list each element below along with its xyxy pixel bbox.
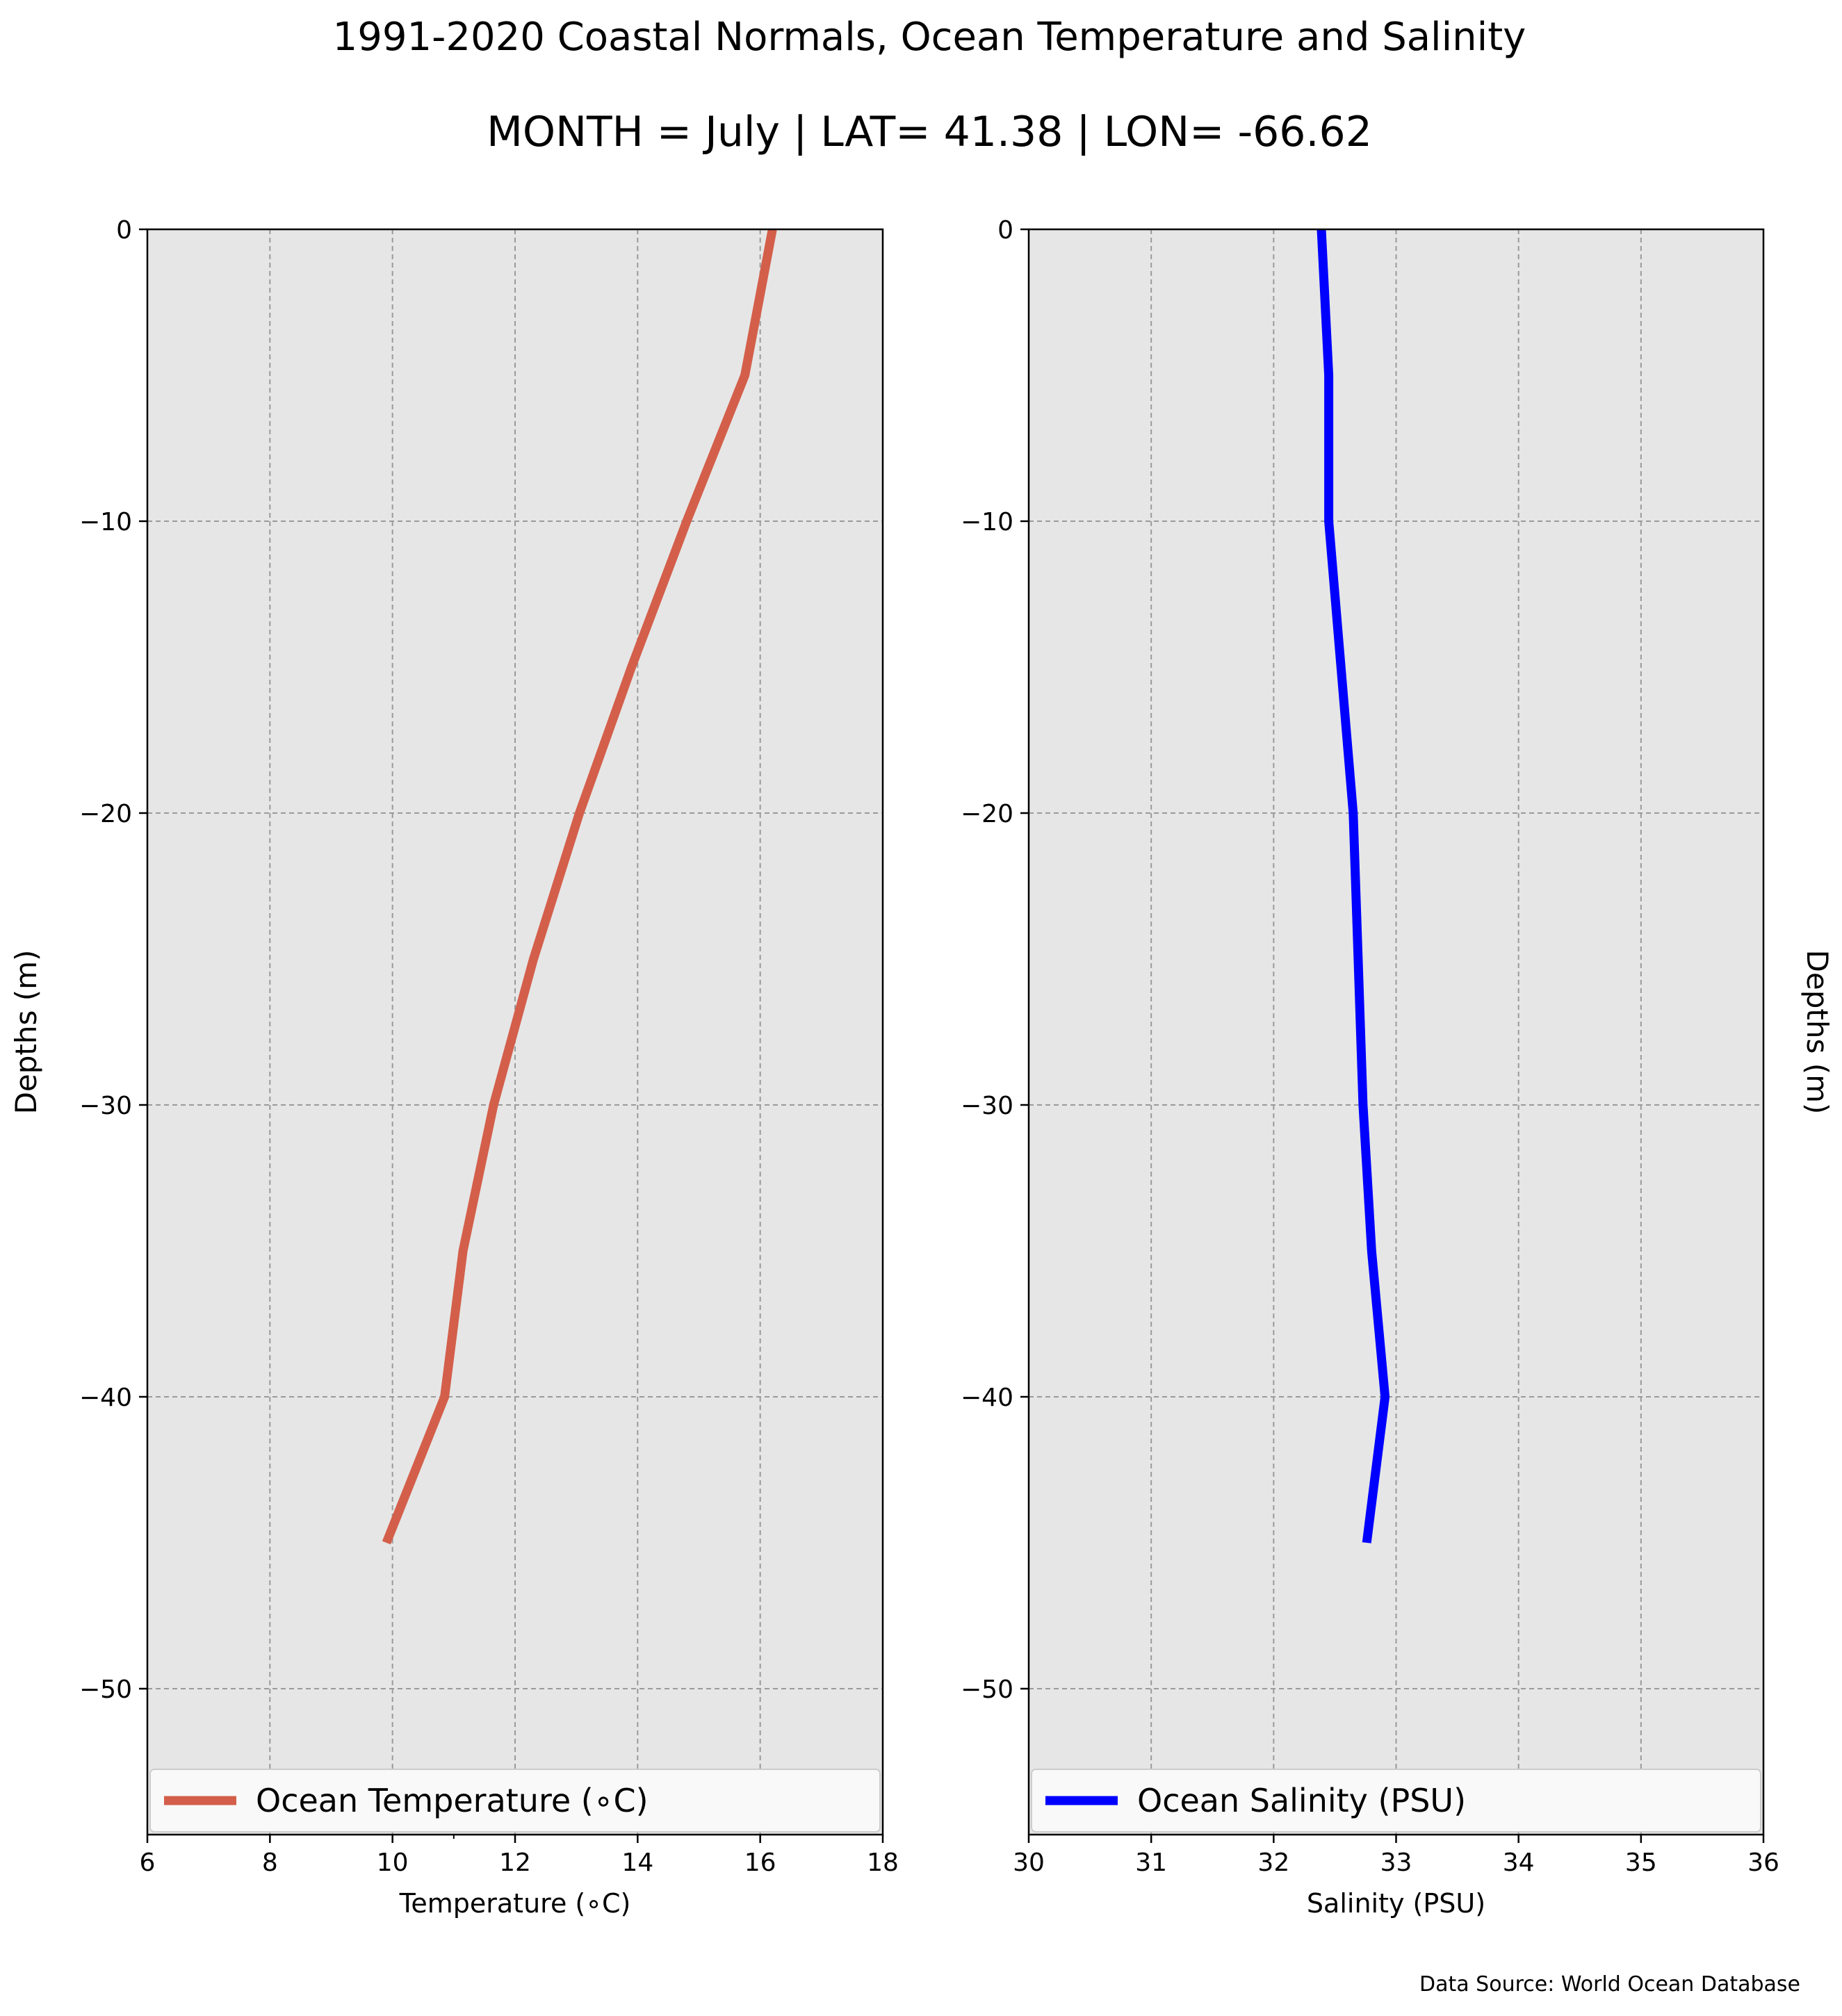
y-tick-label: −10 bbox=[961, 508, 1013, 536]
legend-label: Ocean Temperature (∘C) bbox=[256, 1782, 649, 1819]
x-axis-label: Temperature (∘C) bbox=[399, 1888, 631, 1919]
y-axis-label: Depths (m) bbox=[1800, 950, 1834, 1115]
legend-box bbox=[1031, 1769, 1761, 1833]
x-tick-label: 8 bbox=[262, 1849, 278, 1877]
x-tick-label: 36 bbox=[1747, 1849, 1779, 1877]
series-line bbox=[382, 228, 777, 1545]
x-tick-label: 6 bbox=[140, 1849, 156, 1877]
y-tick-label: −40 bbox=[79, 1384, 132, 1412]
y-axis-label: Depths (m) bbox=[9, 950, 43, 1115]
y-tick-label: −40 bbox=[961, 1384, 1013, 1412]
y-tick-label: −30 bbox=[961, 1092, 1013, 1120]
y-tick-label: 0 bbox=[997, 216, 1013, 245]
x-tick-label: 14 bbox=[621, 1849, 653, 1877]
y-tick-label: 0 bbox=[116, 216, 132, 245]
x-tick-label: 32 bbox=[1257, 1849, 1289, 1877]
y-tick-label: −20 bbox=[79, 800, 132, 828]
y-tick-label: −50 bbox=[79, 1675, 132, 1704]
x-tick-label: 12 bbox=[499, 1849, 531, 1877]
x-tick-label: 33 bbox=[1380, 1849, 1412, 1877]
y-tick-label: −30 bbox=[79, 1092, 132, 1120]
y-tick-label: −50 bbox=[961, 1675, 1013, 1704]
x-tick-label: 31 bbox=[1135, 1849, 1167, 1877]
y-tick-label: −10 bbox=[79, 508, 132, 536]
legend-box bbox=[149, 1769, 881, 1833]
legend: Ocean Temperature (∘C) bbox=[149, 1769, 881, 1833]
x-tick-label: 16 bbox=[744, 1849, 776, 1877]
x-tick-label: 35 bbox=[1625, 1849, 1657, 1877]
x-tick-label: 30 bbox=[1013, 1849, 1045, 1877]
x-tick-label: 10 bbox=[377, 1849, 409, 1877]
x-tick-label: 18 bbox=[867, 1849, 899, 1877]
salinity-panel: 30 31 32 33 34 35 36 0 −10 −20 −30 −40 −50 Salinity (… bbox=[961, 216, 1834, 1919]
data-source-note: Data Source: World Ocean Database bbox=[1419, 1972, 1800, 1997]
y-tick-label: −20 bbox=[961, 800, 1013, 828]
series-line bbox=[1317, 229, 1390, 1543]
x-tick-label: 34 bbox=[1503, 1849, 1535, 1877]
temperature-panel: 6 8 10 12 14 16 18 0 −10 −20 −30 −40 −50 Temperature … bbox=[9, 216, 899, 1919]
x-axis-label: Salinity (PSU) bbox=[1307, 1888, 1485, 1919]
figure-title: 1991-2020 Coastal Normals, Ocean Tempera… bbox=[333, 15, 1526, 60]
legend: Ocean Salinity (PSU) bbox=[1031, 1769, 1761, 1833]
legend-label: Ocean Salinity (PSU) bbox=[1137, 1782, 1466, 1819]
figure-subtitle: MONTH = July | LAT= 41.38 | LON= -66.62 bbox=[487, 108, 1372, 156]
